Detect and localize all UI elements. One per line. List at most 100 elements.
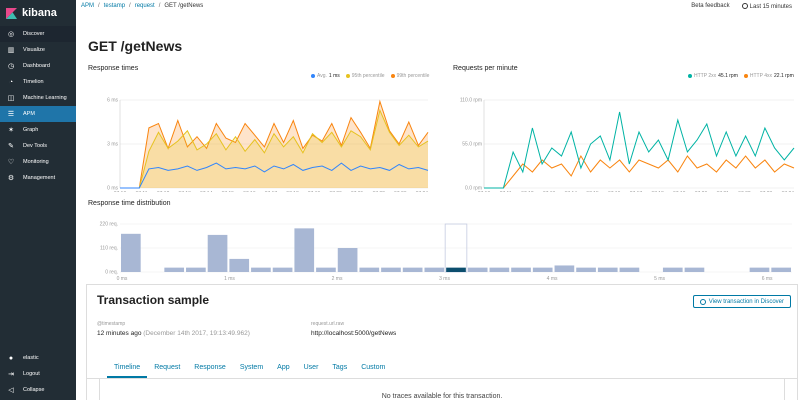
page-title: GET /getNews: [88, 38, 183, 54]
sidebar-item-dashboard[interactable]: ◷ Dashboard: [0, 58, 76, 74]
legend-dot: [390, 74, 395, 78]
x-tick-label: 07:18: [651, 191, 664, 192]
series-area-2: [120, 101, 428, 188]
histogram-bar: [207, 234, 228, 272]
eye-icon: [699, 298, 706, 305]
x-tick-label: 07:10: [114, 191, 127, 192]
legend-dot: [688, 74, 692, 78]
x-tick-label: 07:10: [478, 191, 491, 192]
histogram-bar: [771, 267, 791, 272]
x-tick-label: 07:17: [630, 191, 643, 192]
time-picker-label: Last 15 minutes: [749, 3, 792, 10]
histogram-bar: [684, 267, 705, 272]
sidebar-item-visualize[interactable]: ▥ Visualize: [0, 42, 76, 58]
tab-timeline[interactable]: Timeline: [107, 359, 148, 378]
graph-icon: ✶: [8, 127, 14, 134]
y-tick-label: 220 req.: [100, 222, 118, 228]
histogram-bar: [749, 267, 770, 272]
sidebar-item-label: Visualize: [23, 47, 45, 53]
tab-response[interactable]: Response: [194, 364, 226, 371]
tab-user[interactable]: User: [303, 364, 319, 371]
ml-icon: ◫: [7, 95, 15, 102]
histogram-bar: [251, 267, 271, 272]
sidebar-item-elastic[interactable]: ● elastic: [0, 350, 76, 366]
tab-tags[interactable]: Tags: [332, 364, 348, 371]
sidebar-item-discover[interactable]: ◎ Discover: [0, 26, 76, 42]
x-tick-label: 07:24: [416, 191, 429, 192]
histogram-bar: [186, 267, 206, 272]
brand[interactable]: kibana: [0, 0, 76, 26]
histogram-bar: [489, 267, 510, 272]
sidebar-item-apm[interactable]: ☰ APM: [0, 106, 76, 122]
x-tick-label: 07:19: [673, 191, 686, 192]
user-icon: ●: [8, 354, 14, 362]
sidebar-item-label: Machine Learning: [23, 95, 67, 101]
breadcrumb-type[interactable]: request: [134, 3, 155, 9]
series-line-http-2xx: [484, 111, 795, 189]
histogram-bar: [121, 233, 141, 272]
tab-app[interactable]: App: [277, 364, 290, 371]
sidebar-item-label: Collapse: [23, 387, 45, 393]
x-tick-label: 07:23: [394, 191, 407, 192]
histogram-bar: [316, 267, 336, 272]
sidebar-item-label: APM: [23, 111, 35, 117]
compass-icon: ◎: [7, 31, 15, 38]
histogram-bar: [532, 267, 553, 272]
response-times-title: Response times: [88, 65, 139, 72]
x-tick-label: 07:21: [351, 191, 364, 192]
sidebar-item-dev-tools[interactable]: ✎ Dev Tools: [0, 138, 76, 154]
sidebar-item-machine-learning[interactable]: ◫ Machine Learning: [0, 90, 76, 106]
beta-feedback-link[interactable]: Beta feedback: [691, 3, 730, 9]
timestamp-label: @timestamp: [97, 321, 126, 327]
legend-value: 1 ms: [328, 73, 340, 79]
heart-icon: ♡: [7, 159, 15, 166]
breadcrumb-apm[interactable]: APM: [81, 3, 95, 9]
brand-name: kibana: [22, 7, 57, 19]
sidebar-item-collapse[interactable]: ◁ Collapse: [0, 382, 76, 398]
legend-label: HTTP 4xx: [749, 73, 773, 79]
series-line-http-4xx: [484, 154, 795, 189]
breadcrumb-separator: /: [158, 3, 161, 9]
legend-item[interactable]: 99th percentile: [390, 73, 430, 79]
sidebar-item-graph[interactable]: ✶ Graph: [0, 122, 76, 138]
histogram-bar: [381, 267, 401, 272]
legend-dot: [311, 74, 315, 78]
histogram-bar: [294, 228, 315, 272]
x-tick-label: 07:13: [543, 191, 556, 192]
sidebar-item-label: Logout: [23, 371, 40, 377]
x-tick-label: 5 ms: [654, 276, 665, 282]
sidebar-item-timelion[interactable]: ◔ Timelion: [0, 74, 76, 90]
timestamp-absolute: (December 14th 2017, 19:13:49.962): [143, 330, 250, 337]
distribution-chart: 0 req. 110 req. 220 req. 0 ms 1 ms 2 ms 3 ms 4 …: [100, 222, 792, 282]
view-in-discover-button[interactable]: View transaction in Discover: [692, 295, 791, 308]
histogram-bar: [272, 267, 293, 272]
x-tick-label: 4 ms: [547, 276, 558, 282]
histogram-bar: [619, 267, 640, 272]
legend-item[interactable]: HTTP 2xx 45.1 rpm: [688, 73, 738, 79]
tab-custom[interactable]: Custom: [361, 364, 386, 371]
legend-item[interactable]: 95th percentile: [345, 73, 385, 79]
histogram-bar: [662, 267, 683, 272]
legend-label: 99th percentile: [396, 73, 430, 79]
time-picker[interactable]: Last 15 minutes: [741, 2, 792, 10]
tab-system[interactable]: System: [239, 364, 264, 371]
requests-per-minute-chart: 0.0 rpm 55.0 rpm 110.0 rpm 07:10 07:11 07:12 0…: [460, 98, 795, 192]
sidebar-item-monitoring[interactable]: ♡ Monitoring: [0, 154, 76, 170]
y-tick-label: 0 req.: [105, 270, 118, 276]
sidebar-item-logout[interactable]: ⇥ Logout: [0, 366, 76, 382]
requests-per-minute-legend: HTTP 2xx 45.1 rpm HTTP 4xx 22.1 rpm: [688, 73, 794, 79]
timestamp-relative: 12 minutes ago: [97, 330, 142, 337]
tab-request[interactable]: Request: [154, 364, 181, 371]
sidebar-item-management[interactable]: ⚙ Management: [0, 170, 76, 186]
histogram-bar: [467, 267, 488, 272]
breadcrumb-current: GET /getNews: [164, 3, 204, 9]
wrench-icon: ✎: [8, 143, 14, 150]
legend-item[interactable]: Avg. 1 ms: [311, 73, 340, 79]
legend-label: 95th percentile: [351, 73, 385, 79]
breadcrumb-service[interactable]: testamp: [103, 3, 126, 9]
legend-item[interactable]: HTTP 4xx 22.1 rpm: [743, 73, 794, 79]
logout-icon: ⇥: [8, 371, 14, 378]
x-tick-label: 1 ms: [224, 276, 235, 282]
x-tick-label: 07:22: [372, 191, 385, 192]
sidebar: kibana ◎ Discover ▥ Visualize ◷ Dashboard ◔ Tim…: [0, 0, 76, 400]
